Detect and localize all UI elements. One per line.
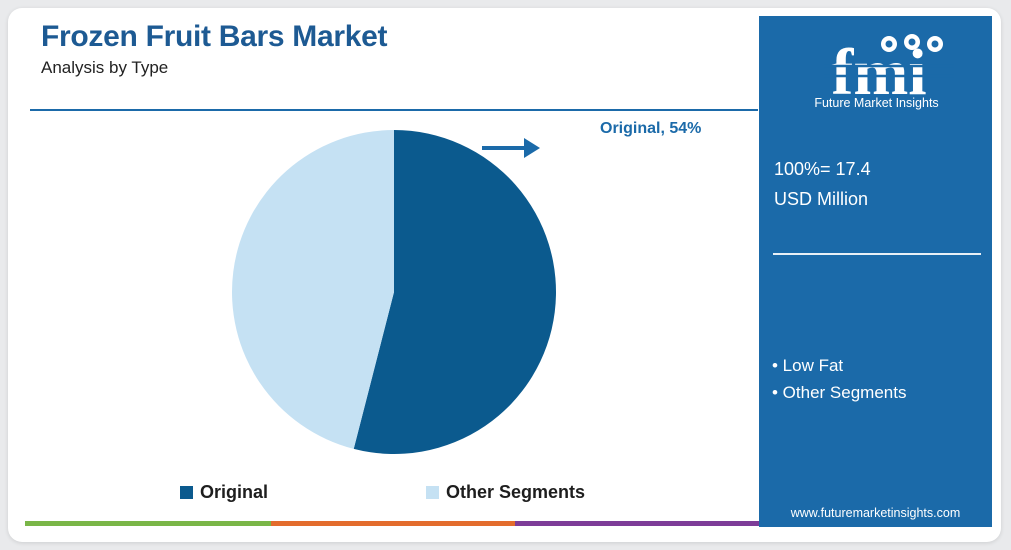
- pie-chart: [232, 130, 557, 454]
- legend-item-other-segments: Other Segments: [426, 482, 585, 503]
- market-total-unit: USD Million: [774, 189, 869, 209]
- chart-card: Frozen Fruit Bars Market Analysis by Typ…: [8, 8, 1001, 542]
- pie-slice-other-segments: [232, 130, 394, 449]
- legend-label-other-segments: Other Segments: [446, 482, 586, 502]
- panel-divider: [773, 253, 981, 255]
- chart-subtitle: Analysis by Type: [41, 58, 169, 77]
- legend-swatch-original: [180, 486, 193, 499]
- slice-callout-original: Original, 54%: [600, 120, 702, 137]
- market-total-value: 100%= 17.4: [774, 159, 871, 179]
- chart-title: Frozen Fruit Bars Market: [41, 20, 388, 53]
- legend-label-original: Original: [200, 482, 269, 502]
- arrow-right-icon: [482, 138, 540, 158]
- market-total: 100%= 17.4 USD Million: [774, 154, 871, 214]
- pie-slice-original: [353, 130, 557, 454]
- info-panel: fmi Future Market Insights 100%= 17.4 US…: [759, 16, 992, 527]
- bottom-bar-orange: [271, 521, 515, 526]
- segment-item-low-fat: • Low Fat: [772, 356, 844, 375]
- title-divider: [30, 109, 758, 111]
- other-segments-list: • Low Fat • Other Segments: [772, 352, 906, 406]
- bottom-bar-purple: [515, 521, 759, 526]
- bottom-bar-green: [25, 521, 271, 526]
- website-url[interactable]: www.futuremarketinsights.com: [790, 506, 961, 520]
- fmi-logo-icon: fmi: [824, 34, 954, 109]
- brand-name: Future Market Insights: [814, 96, 939, 110]
- legend-swatch-other-segments: [426, 486, 439, 499]
- segment-item-other-segments: • Other Segments: [772, 383, 907, 402]
- legend-item-original: Original: [180, 482, 268, 503]
